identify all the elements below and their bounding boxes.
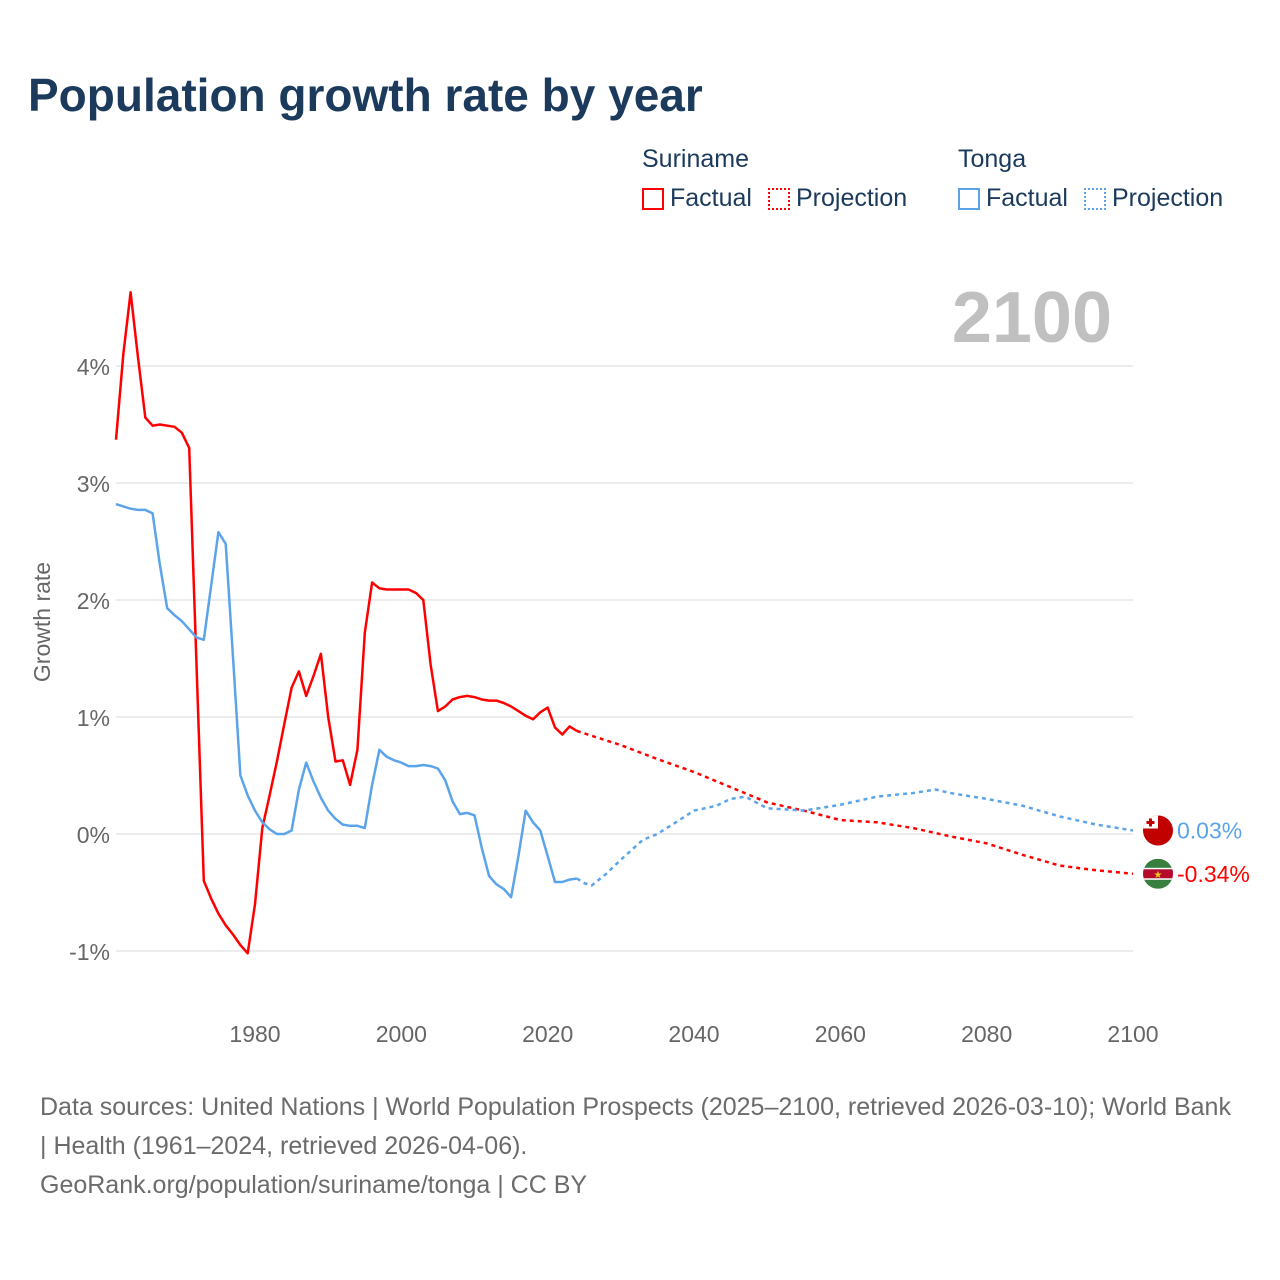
legend-suriname: Suriname Factual Projection	[642, 145, 907, 213]
y-tick-label: 2%	[77, 588, 110, 614]
series-suriname-projection	[576, 729, 1134, 876]
x-tick-label: 1980	[229, 1021, 280, 1047]
end-value-label-suriname: -0.34%	[1177, 861, 1250, 887]
legend-swatch	[958, 187, 980, 210]
flag-body	[1143, 815, 1173, 846]
chart-title: Population growth rate by year	[28, 69, 703, 121]
legend-swatch	[767, 187, 790, 210]
end-value-label-tonga: 0.03%	[1177, 817, 1242, 843]
legend-suriname-projection[interactable]: Projection	[767, 184, 908, 213]
series-suriname-factual	[114, 291, 578, 955]
data-sources: Data sources: United Nations | World Pop…	[40, 1088, 1240, 1205]
legend-tonga: Tonga Factual Projection	[958, 145, 1223, 213]
legend-suriname-factual[interactable]: Factual	[642, 184, 752, 213]
line-chart: 2100 Growth rate -1% 0% 1% 2% 3% 4% 1980 2000 20…	[29, 278, 1250, 1047]
legend-label: Factual	[986, 184, 1068, 212]
x-tick-label: 2020	[522, 1021, 573, 1047]
legend-group-name: Suriname	[642, 145, 749, 173]
sources-text: Data sources: United Nations | World Pop…	[40, 1093, 1231, 1160]
legend-label: Projection	[795, 184, 908, 212]
y-tick-label: 0%	[77, 822, 110, 848]
x-tick-label: 2000	[376, 1021, 427, 1047]
x-tick-label: 2080	[961, 1021, 1012, 1047]
legend-group-name: Tonga	[958, 145, 1027, 173]
series-tonga-projection	[576, 788, 1134, 887]
y-tick-label: 3%	[77, 471, 110, 497]
y-tick-label: -1%	[69, 939, 110, 965]
flag-body: ★	[1143, 858, 1173, 889]
legend-swatch	[642, 187, 664, 210]
flag-cross	[1146, 820, 1155, 824]
flag-stripe	[1143, 869, 1173, 879]
legend-swatch	[1083, 187, 1106, 210]
x-tick-label: 2040	[668, 1021, 719, 1047]
suriname-flag-icon: ★	[1143, 858, 1173, 889]
legend-tonga-projection[interactable]: Projection	[1083, 184, 1224, 213]
y-tick-label: 1%	[77, 705, 110, 731]
x-tick-label: 2060	[815, 1021, 866, 1047]
y-tick-label: 4%	[77, 354, 110, 380]
y-axis-label: Growth rate	[29, 562, 55, 682]
legend-tonga-factual[interactable]: Factual	[958, 184, 1068, 213]
legend-label: Factual	[670, 184, 752, 212]
year-indicator: 2100	[952, 278, 1112, 358]
legend-label: Projection	[1111, 184, 1224, 212]
star-icon: ★	[1154, 870, 1163, 881]
tonga-flag-icon	[1143, 815, 1173, 846]
attribution-link[interactable]: GeoRank.org/population/suriname/tonga | …	[40, 1171, 588, 1199]
series-tonga-factual	[115, 502, 578, 899]
x-tick-label: 2100	[1107, 1021, 1158, 1047]
